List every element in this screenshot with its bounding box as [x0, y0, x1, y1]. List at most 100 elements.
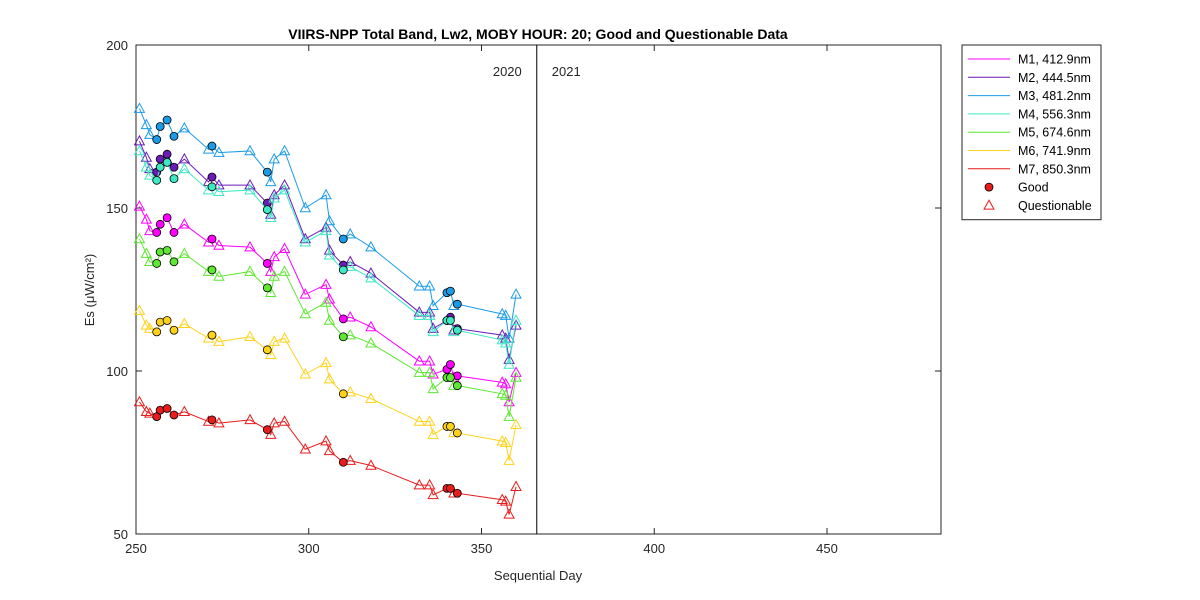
y-tick-label: 200 [106, 38, 128, 53]
good-point [169, 410, 179, 420]
good-point [207, 415, 217, 425]
questionable-point [144, 255, 156, 267]
legend-entry-label: M5, 674.6nm [1018, 126, 1091, 140]
questionable-point [213, 270, 225, 281]
good-point [162, 115, 172, 125]
questionable-point [365, 320, 377, 332]
questionable-point [427, 382, 439, 394]
series-3 [133, 102, 522, 343]
questionable-point [299, 235, 312, 247]
x-tick-label: 450 [816, 541, 838, 556]
questionable-point [213, 185, 225, 196]
good-point [262, 345, 272, 355]
series-4 [133, 144, 522, 369]
year-label-2021: 2021 [552, 64, 581, 79]
good-point [162, 245, 172, 255]
good-point [445, 373, 455, 382]
good-point [445, 360, 455, 369]
questionable-point [427, 325, 439, 337]
questionable-point [178, 247, 191, 258]
questionable-point [144, 162, 156, 174]
questionable-point [423, 309, 436, 320]
questionable-point [503, 332, 515, 343]
good-point [445, 286, 455, 296]
legend-entry-label: M3, 481.2nm [1018, 89, 1091, 103]
questionable-point [503, 454, 515, 465]
questionable-point [423, 366, 436, 377]
legend-good-label: Good [1018, 181, 1049, 195]
questionable-point [133, 232, 146, 244]
questionable-point [499, 309, 512, 320]
questionable-point [144, 322, 156, 333]
y-tick-label: 100 [106, 364, 128, 379]
good-point [162, 316, 172, 325]
good-point [152, 259, 162, 268]
questionable-point [140, 405, 153, 416]
good-point [452, 381, 462, 391]
x-tick-label: 250 [125, 541, 147, 556]
questionable-point [499, 389, 512, 400]
good-point [207, 182, 217, 192]
good-point [207, 172, 217, 182]
good-point [262, 259, 272, 268]
questionable-point [344, 310, 356, 322]
questionable-point [244, 265, 256, 276]
questionable-point [299, 368, 312, 379]
questionable-point [427, 299, 439, 311]
questionable-point [140, 118, 153, 130]
good-point [169, 228, 179, 237]
legend: M1, 412.9nm M2, 444.5nm M3, 481.2nm M4, 556… [961, 44, 1102, 221]
good-point [338, 314, 348, 324]
questionable-point [133, 144, 146, 156]
good-point [445, 316, 455, 325]
questionable-point [178, 405, 191, 416]
questionable-point [499, 495, 512, 506]
questionable-point [365, 271, 377, 283]
questionable-point [278, 265, 291, 276]
good-point [338, 389, 348, 399]
legend-good-marker [984, 182, 994, 192]
legend-questionable-label: Questionable [1018, 199, 1092, 213]
questionable-point [365, 240, 377, 252]
series-layer [133, 102, 522, 519]
questionable-point [133, 395, 146, 407]
questionable-point [323, 372, 336, 384]
questionable-point [278, 415, 291, 426]
good-point [155, 162, 165, 172]
series-6 [133, 304, 522, 465]
questionable-point [510, 371, 522, 382]
questionable-point [299, 288, 312, 299]
questionable-point [140, 247, 153, 258]
questionable-point [244, 330, 256, 342]
questionable-point [413, 366, 426, 377]
x-tick-label: 400 [643, 541, 665, 556]
questionable-point [510, 480, 522, 491]
questionable-point [320, 356, 332, 368]
good-point [262, 425, 272, 435]
series-7 [133, 395, 522, 519]
legend-questionable-marker [983, 199, 995, 210]
questionable-point [213, 178, 225, 190]
legend-entry-label: M1, 412.9nm [1018, 53, 1091, 67]
questionable-point [413, 478, 426, 490]
year-label-2020: 2020 [493, 64, 522, 79]
chart-title: VIIRS-NPP Total Band, Lw2, MOBY HOUR: 20… [288, 26, 788, 42]
questionable-point [427, 488, 439, 500]
good-point [152, 327, 162, 337]
questionable-point [365, 459, 377, 470]
good-point [445, 483, 455, 493]
good-point [152, 135, 162, 144]
good-point [262, 167, 272, 177]
questionable-point [320, 224, 332, 236]
questionable-point [499, 377, 512, 389]
questionable-point [299, 201, 312, 213]
questionable-point [427, 368, 439, 379]
good-point [162, 149, 172, 159]
questionable-point [320, 296, 332, 307]
questionable-point [503, 358, 515, 369]
questionable-point [144, 128, 156, 139]
questionable-point [510, 288, 522, 299]
good-point [162, 157, 172, 167]
questionable-point [423, 478, 436, 490]
series-line [138, 108, 517, 339]
